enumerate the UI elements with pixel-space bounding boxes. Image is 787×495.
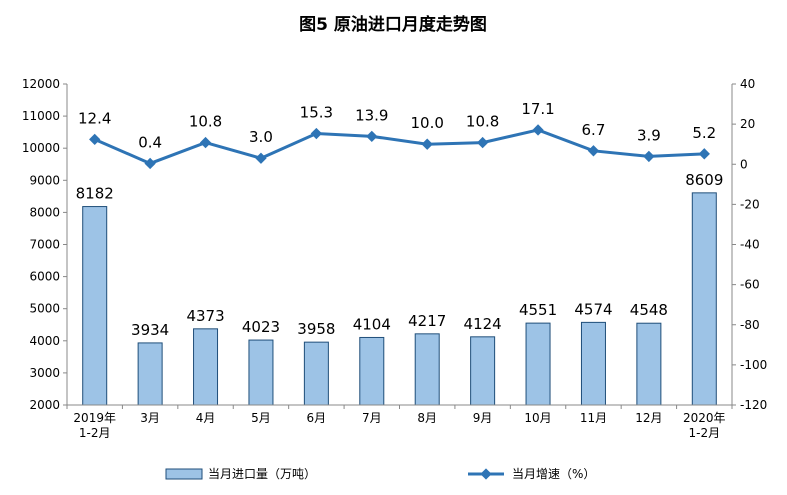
growth-value-label: 5.2 xyxy=(692,124,716,142)
bar-value-label: 4124 xyxy=(464,315,502,333)
growth-point xyxy=(421,138,433,150)
legend-swatch-marker xyxy=(480,468,492,480)
left-tick-label: 5000 xyxy=(29,302,60,316)
x-tick-label: 2020年 1-2月 xyxy=(683,411,726,440)
bar xyxy=(137,342,163,406)
right-tick-label: 0 xyxy=(740,157,748,171)
left-tick-label: 3000 xyxy=(29,366,60,380)
right-tick-label: -40 xyxy=(740,238,760,252)
bar xyxy=(580,321,606,406)
bar xyxy=(248,339,274,406)
growth-line xyxy=(89,124,710,170)
left-tick-label: 11000 xyxy=(22,109,60,123)
data-labels: 8182 3934 4373 4023 3958 4104 4217 4124 4551 4574… xyxy=(76,100,724,339)
right-tick-label: -20 xyxy=(740,197,760,211)
legend-label-bar: 当月进口量（万吨） xyxy=(208,467,316,481)
left-tick-label: 9000 xyxy=(29,173,60,187)
bar-value-label: 8182 xyxy=(76,185,114,203)
right-tick-label: -60 xyxy=(740,278,760,292)
legend-label-line: 当月增速（%） xyxy=(512,467,595,481)
bar-value-label: 3934 xyxy=(131,321,169,339)
bar-value-label: 3958 xyxy=(297,320,335,338)
bar xyxy=(414,333,440,406)
growth-point xyxy=(310,127,323,140)
right-tick-label: -100 xyxy=(740,358,767,372)
bar xyxy=(193,328,219,406)
bar-value-label: 8609 xyxy=(685,171,723,189)
left-tick-label: 7000 xyxy=(29,238,60,252)
growth-polyline xyxy=(94,128,705,166)
growth-value-label: 15.3 xyxy=(300,104,333,122)
axes: 2000 3000 4000 5000 6000 7000 8000 9000 10000 110… xyxy=(22,77,767,440)
x-tick-label: 4月 xyxy=(196,411,216,425)
growth-point xyxy=(532,124,544,136)
bar xyxy=(303,341,329,406)
bar xyxy=(525,322,551,406)
right-tick-label: -120 xyxy=(740,398,767,412)
growth-value-label: 0.4 xyxy=(138,133,162,151)
legend-swatch-bar xyxy=(165,468,203,480)
growth-point xyxy=(255,152,267,164)
left-tick-label: 8000 xyxy=(29,205,60,219)
growth-point xyxy=(199,136,212,149)
growth-value-label: 6.7 xyxy=(582,121,606,139)
growth-value-label: 10.0 xyxy=(411,114,444,132)
x-tick-label: 5月 xyxy=(251,411,271,425)
growth-point xyxy=(476,136,489,149)
growth-value-label: 3.9 xyxy=(637,126,661,144)
left-tick-label: 4000 xyxy=(29,334,60,348)
bar-value-label: 4551 xyxy=(519,301,557,319)
legend: 当月进口量（万吨） 当月增速（%） xyxy=(165,467,595,481)
growth-point xyxy=(89,133,101,146)
growth-point xyxy=(587,145,600,157)
right-tick-label: -80 xyxy=(740,318,760,332)
right-tick-label: 20 xyxy=(740,117,755,131)
bar-value-label: 4217 xyxy=(408,312,446,330)
bar xyxy=(359,336,385,406)
growth-point xyxy=(366,130,378,143)
chart-title: 图5 原油进口月度走势图 xyxy=(299,14,487,35)
bar xyxy=(691,192,717,406)
x-tick-label: 3月 xyxy=(140,411,160,425)
x-tick-label: 2019年 1-2月 xyxy=(73,411,116,440)
left-tick-label: 6000 xyxy=(29,270,60,284)
bars xyxy=(82,192,717,406)
x-tick-label: 6月 xyxy=(307,411,327,425)
growth-value-label: 17.1 xyxy=(521,100,554,118)
growth-point xyxy=(643,150,655,163)
growth-value-label: 10.8 xyxy=(466,113,499,131)
growth-value-label: 13.9 xyxy=(355,106,388,124)
x-tick-label: 12月 xyxy=(635,411,662,425)
x-tick-label: 10月 xyxy=(524,411,551,425)
x-tick-label: 11月 xyxy=(580,411,607,425)
x-tick-label: 9月 xyxy=(473,411,493,425)
growth-value-label: 12.4 xyxy=(78,109,111,127)
bar-value-label: 4104 xyxy=(353,315,391,333)
left-tick-label: 12000 xyxy=(22,77,60,91)
x-tick-label: 7月 xyxy=(362,411,382,425)
bar-value-label: 4373 xyxy=(186,307,224,325)
left-tick-label: 2000 xyxy=(29,398,60,412)
right-tick-label: 40 xyxy=(740,77,755,91)
growth-value-label: 10.8 xyxy=(189,113,222,131)
growth-point xyxy=(698,148,710,160)
x-tick-label: 8月 xyxy=(417,411,437,425)
bar-value-label: 4574 xyxy=(574,300,612,318)
growth-value-label: 3.0 xyxy=(249,128,273,146)
left-tick-label: 10000 xyxy=(22,141,60,155)
growth-point xyxy=(144,157,156,170)
bar-value-label: 4548 xyxy=(630,301,668,319)
bar-value-label: 4023 xyxy=(242,318,280,336)
bar xyxy=(470,336,496,406)
bar xyxy=(82,206,108,406)
bar xyxy=(636,322,662,406)
